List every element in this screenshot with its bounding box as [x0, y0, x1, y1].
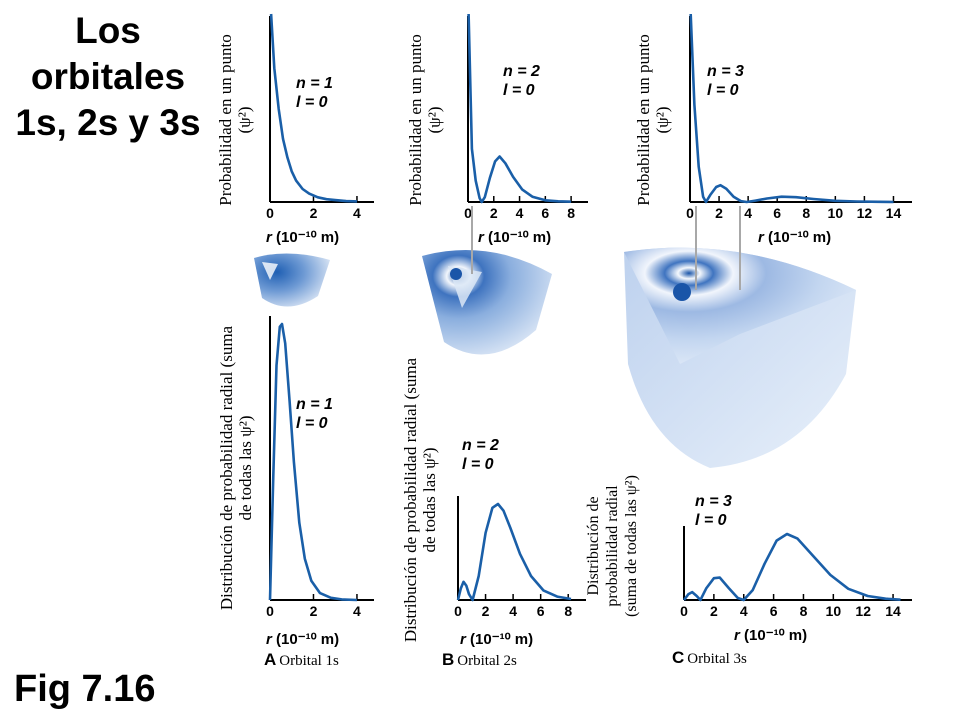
xlabel-bottom-c: r (10⁻¹⁰ m) [734, 627, 808, 644]
x-tick-label: 4 [744, 205, 752, 221]
orbital-1s-illustration [254, 253, 330, 307]
x-tick-label: 0 [686, 205, 694, 221]
x-tick-label: 8 [567, 205, 575, 221]
plot-radial-2s: 0 2 4 6 8 [454, 496, 586, 619]
x-tick-label: 14 [885, 603, 901, 619]
xlabel-top-c: r (10⁻¹⁰ m) [758, 229, 832, 246]
x-tick-label: 10 [826, 603, 842, 619]
x-tick-label: 0 [266, 205, 274, 221]
x-tick-label: 2 [490, 205, 498, 221]
plot-radial-1s: 0 2 4 [266, 316, 374, 619]
x-tick-label: 12 [857, 205, 873, 221]
x-tick-label: 4 [740, 603, 748, 619]
x-tick-label: 4 [353, 205, 361, 221]
orbital-2s-illustration [422, 250, 552, 355]
caption-c: C Orbital 3s [672, 648, 747, 667]
plot-psi2-3s: 0 2 4 6 8 10 12 14 [686, 13, 912, 221]
figure-label: Fig 7.16 [14, 668, 156, 710]
x-tick-label: 4 [509, 603, 517, 619]
caption-a: A Orbital 1s [264, 650, 339, 669]
plot-psi2-1s: 0 2 4 [266, 13, 374, 221]
series-line-radial_1s [268, 322, 358, 602]
x-tick-label: 2 [310, 205, 318, 221]
xlabel-top-b: r (10⁻¹⁰ m) [478, 229, 552, 246]
x-tick-label: 2 [715, 205, 723, 221]
slide-title: Los orbitales 1s, 2s y 3s [15, 10, 201, 143]
x-tick-label: 4 [353, 603, 361, 619]
x-tick-label: 4 [516, 205, 524, 221]
x-tick-label: 0 [680, 603, 688, 619]
x-tick-label: 10 [828, 205, 844, 221]
series-line-radial_2s [456, 502, 572, 602]
series-line-psi2_3s [689, 13, 894, 204]
x-tick-label: 6 [541, 205, 549, 221]
caption-b: B Orbital 2s [442, 650, 517, 669]
x-tick-label: 8 [564, 603, 572, 619]
x-tick-label: 8 [800, 603, 808, 619]
x-tick-label: 8 [802, 205, 810, 221]
series-line-psi2_2s [467, 13, 572, 204]
x-tick-label: 2 [482, 603, 490, 619]
x-tick-label: 2 [710, 603, 718, 619]
x-tick-label: 6 [537, 603, 545, 619]
xlabel-bottom-a: r (10⁻¹⁰ m) [266, 631, 340, 648]
x-tick-label: 0 [464, 205, 472, 221]
orbital-3s-illustration [624, 247, 856, 468]
x-tick-label: 14 [886, 205, 902, 221]
xlabel-top-a: r (10⁻¹⁰ m) [266, 229, 340, 246]
x-tick-label: 0 [454, 603, 462, 619]
x-tick-label: 6 [770, 603, 778, 619]
x-tick-label: 0 [266, 603, 274, 619]
x-tick-label: 12 [855, 603, 871, 619]
plot-radial-3s: 0 2 4 6 8 10 12 14 [680, 526, 912, 619]
plot-psi2-2s: 0 2 4 6 8 [464, 13, 588, 221]
xlabel-bottom-b: r (10⁻¹⁰ m) [460, 631, 534, 648]
x-tick-label: 2 [310, 603, 318, 619]
series-line-psi2_1s [269, 13, 358, 203]
x-tick-label: 6 [773, 205, 781, 221]
series-line-radial_3s [682, 532, 901, 602]
